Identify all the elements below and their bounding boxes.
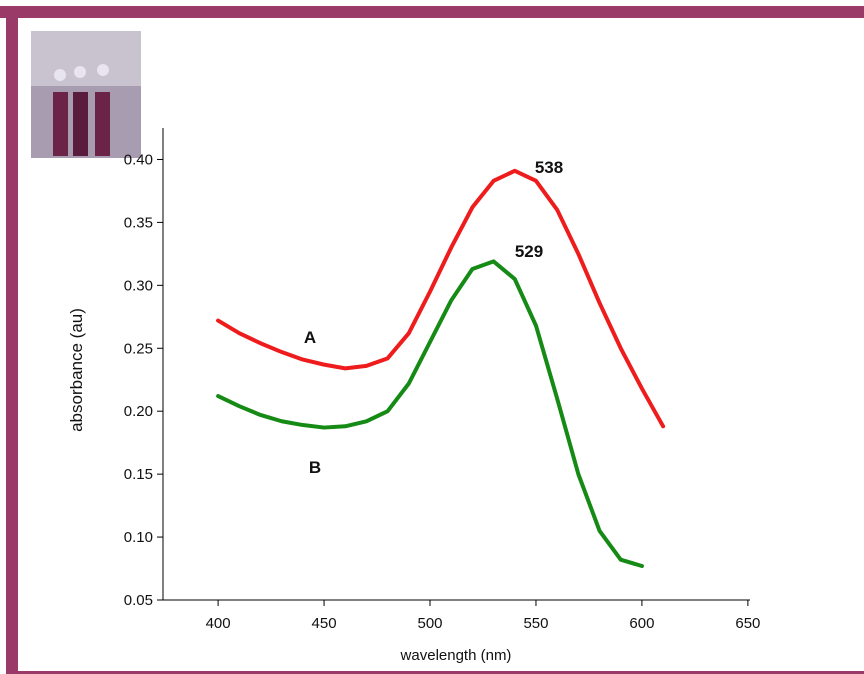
photo-top: [31, 31, 141, 86]
x-tick-label: 600: [629, 615, 654, 632]
series-label: B: [309, 458, 321, 477]
x-axis-label: wavelength (nm): [400, 647, 512, 664]
y-tick-label: 0.25: [124, 340, 153, 357]
series-label: A: [304, 328, 316, 347]
x-tick-label: 450: [312, 615, 337, 632]
y-tick-label: 0.05: [124, 592, 153, 609]
chart: wavelength (nm) absorbance (au) 400 450 50…: [0, 0, 864, 674]
y-tick-label: 0.30: [124, 277, 153, 294]
y-tick-label: 0.10: [124, 529, 153, 546]
tube: [53, 92, 68, 156]
frame-left: [6, 6, 18, 674]
tube: [95, 92, 110, 156]
tube-cap: [74, 66, 86, 78]
frame-top: [0, 6, 864, 18]
y-tick-label: 0.35: [124, 214, 153, 231]
y-tick-label: 0.20: [124, 403, 153, 420]
x-tick-label: 500: [417, 615, 442, 632]
tube: [73, 92, 88, 156]
tube-cap: [97, 64, 109, 76]
tube-cap: [54, 69, 66, 81]
annotation: 529: [515, 242, 543, 261]
x-tick-label: 550: [523, 615, 548, 632]
y-axis-label: absorbance (au): [67, 308, 86, 432]
page: {"chart_data": {"type": "line", "x_label…: [0, 0, 864, 674]
x-tick-label: 650: [735, 615, 760, 632]
y-tick-label: 0.40: [124, 151, 153, 168]
y-tick-label: 0.15: [124, 466, 153, 483]
annotation: 538: [535, 158, 563, 177]
photo: [31, 31, 141, 158]
x-tick-label: 400: [206, 615, 231, 632]
